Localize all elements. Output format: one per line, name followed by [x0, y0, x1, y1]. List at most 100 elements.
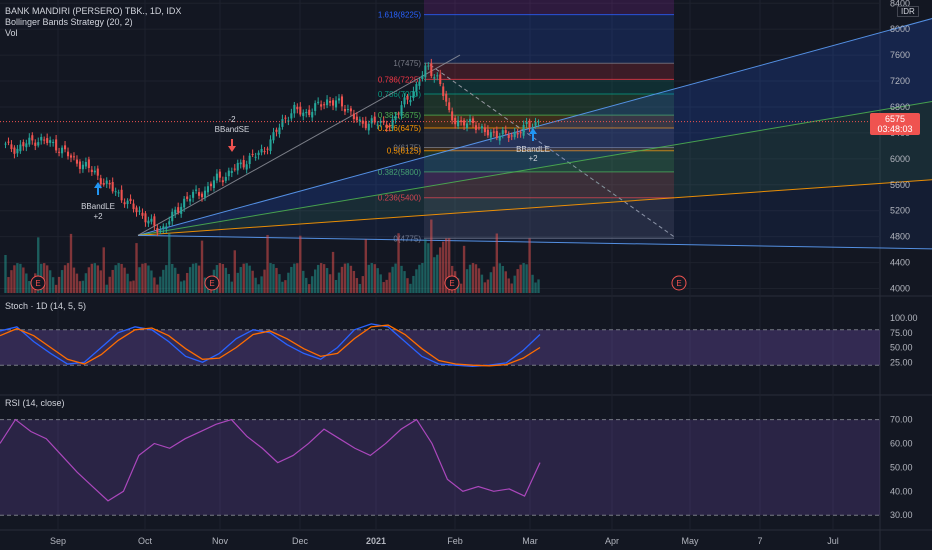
candle-body [13, 147, 16, 154]
candle-body [174, 209, 177, 214]
volume-bar [474, 264, 478, 293]
candle-body [144, 213, 147, 223]
stoch-title[interactable]: Stoch · 1D (14, 5, 5) [5, 301, 87, 311]
volume-bar [281, 281, 284, 293]
candle-body [477, 127, 480, 129]
volume-bar [504, 271, 507, 293]
volume-bar [242, 263, 245, 293]
candle-body [427, 65, 430, 67]
candle-body [233, 168, 236, 170]
volume-bar [507, 278, 510, 293]
candle-body [245, 164, 248, 170]
volume-bar [290, 266, 293, 293]
candle-body [412, 91, 415, 98]
volume-bar [355, 278, 359, 293]
candle-body [290, 113, 293, 119]
volume-bar [445, 238, 448, 293]
volume-bar [263, 269, 266, 293]
volume-bar [436, 254, 439, 293]
candle-body [209, 183, 212, 187]
volume-bar [364, 239, 367, 293]
volume-bar [179, 281, 183, 293]
volume-bar [117, 263, 120, 293]
candle-body [10, 144, 13, 150]
candle-body [49, 140, 52, 143]
volume-bar [4, 255, 7, 293]
signal-bband-le-label: BBandLE [516, 145, 550, 154]
volume-bar [498, 263, 501, 293]
candle-body [81, 164, 84, 170]
earnings-label: E [209, 279, 214, 288]
candle-body [370, 118, 373, 124]
volume-bar [501, 266, 504, 293]
candle-body [129, 198, 132, 201]
candle-body [123, 202, 126, 205]
volume-bar [182, 280, 186, 293]
rsi-title[interactable]: RSI (14, close) [5, 398, 65, 408]
candle-body [329, 100, 332, 103]
volume-bar [10, 270, 13, 293]
volume-bar [439, 247, 442, 293]
candle-body [513, 132, 516, 138]
stoch-d-line [0, 324, 541, 367]
currency-badge[interactable]: IDR [897, 6, 919, 17]
time-tick-label: May [681, 536, 699, 546]
volume-bar [459, 283, 463, 293]
volume-bar [462, 245, 466, 293]
indicator-volume-label[interactable]: Vol [5, 28, 18, 38]
volume-bar [105, 284, 108, 293]
candle-body [406, 96, 409, 100]
candle-body [445, 93, 448, 102]
earnings-label: E [676, 279, 681, 288]
candle-body [430, 63, 433, 77]
volume-bar [299, 235, 302, 293]
volume-bar [78, 281, 82, 293]
volume-bar [227, 273, 231, 293]
volume-bar [87, 267, 91, 293]
candle-body [117, 192, 120, 194]
volume-bar [525, 264, 528, 293]
candle-body [311, 112, 314, 118]
volume-bar [239, 267, 242, 293]
candle-body [409, 100, 412, 103]
stoch-k-line [0, 323, 541, 368]
symbol-title[interactable]: BANK MANDIRI (PERSERO) TBK., 1D, IDX [5, 6, 182, 16]
volume-bar [397, 233, 400, 293]
fib-zone [424, 79, 674, 95]
earnings-label: E [35, 279, 40, 288]
fib-level-label: 0.236(6475) [378, 124, 421, 133]
volume-bar [138, 267, 141, 293]
volume-bar [197, 265, 201, 293]
volume-bar [43, 263, 46, 293]
candle-body [183, 198, 186, 208]
candle-body [66, 151, 70, 157]
volume-bar [278, 274, 281, 293]
candle-body [236, 162, 239, 171]
earnings-icon [30, 275, 46, 291]
price-tick-label: 8000 [890, 24, 910, 34]
candle-body [171, 211, 174, 222]
time-tick-label: Oct [138, 536, 153, 546]
fib-level-label: 1(7475) [393, 59, 421, 68]
candle-body [424, 65, 427, 78]
stoch-tick-label: 25.00 [890, 357, 913, 367]
candle-body [340, 96, 344, 107]
volume-bar [349, 265, 353, 293]
candle-body [537, 121, 540, 123]
candle-body [346, 109, 349, 111]
rsi-legend[interactable]: RSI (14, close) [5, 398, 65, 409]
volume-bar [126, 273, 129, 293]
indicator-bbands-label[interactable]: Bollinger Bands Strategy (20, 2) [5, 17, 133, 27]
buy-arrow-icon [529, 128, 537, 141]
candle-body [111, 182, 114, 192]
candle-body [364, 121, 367, 129]
volume-bar [60, 270, 64, 293]
volume-bar [391, 266, 394, 293]
candle-body [320, 104, 323, 107]
candle-body [260, 148, 263, 153]
volume-bar [25, 273, 28, 293]
price-tick-label: 7600 [890, 50, 910, 60]
volume-bar [266, 234, 269, 293]
stoch-legend[interactable]: Stoch · 1D (14, 5, 5) [5, 301, 86, 312]
